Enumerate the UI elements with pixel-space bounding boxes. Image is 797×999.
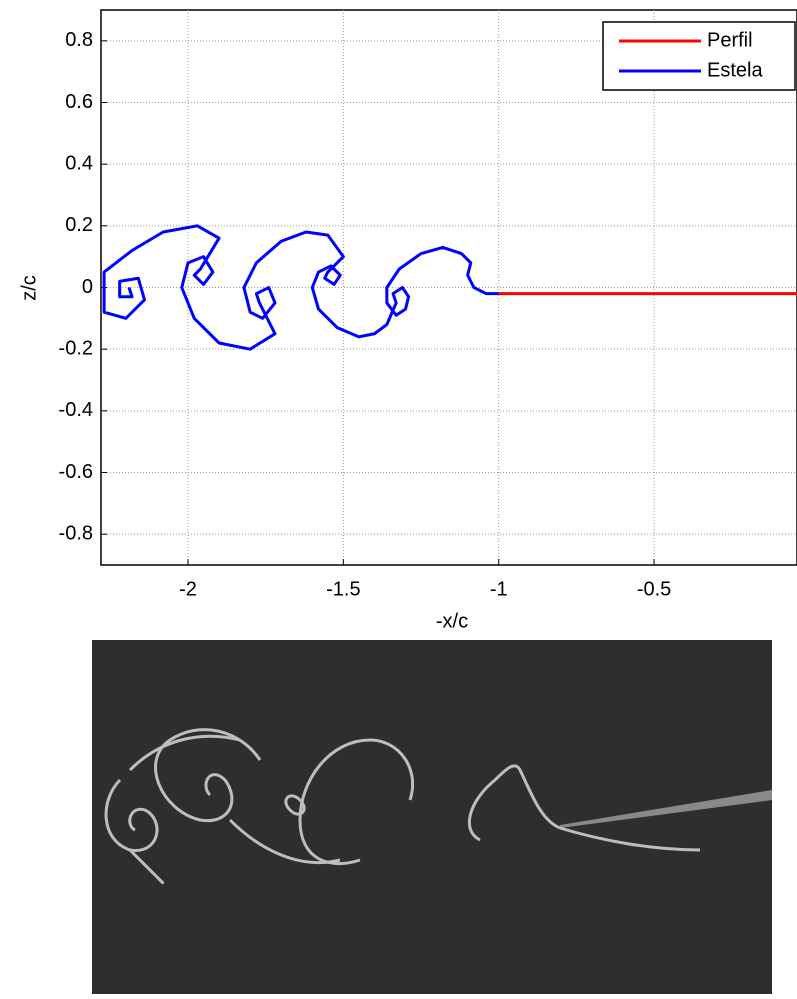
- x-tick-label: -2: [179, 578, 197, 600]
- y-tick-label: 0: [82, 276, 93, 298]
- y-axis-label: z/c: [18, 275, 40, 301]
- x-tick-label: -1.5: [326, 578, 360, 600]
- x-tick-label: -1: [490, 578, 508, 600]
- y-tick-label: 0.6: [65, 91, 93, 113]
- y-tick-label: 0.8: [65, 29, 93, 51]
- y-tick-label: -0.2: [59, 337, 93, 359]
- legend-box: [602, 21, 796, 91]
- legend: Perfil Estela: [602, 21, 796, 91]
- x-tick-label: -0.5: [637, 578, 671, 600]
- photo: [92, 640, 772, 994]
- grid: -2 -1.5 -1 -0.5 -0.8 -0.6 -0.4 -0.2 0 0.2 0.4 0.6 0.…: [59, 10, 797, 600]
- series-line: [102, 224, 499, 351]
- y-tick-label: -0.4: [59, 399, 93, 421]
- series-lines: [102, 224, 797, 351]
- legend-label: Estela: [707, 59, 763, 81]
- y-tick-label: 0.4: [65, 152, 93, 174]
- legend-label: Perfil: [707, 29, 753, 51]
- y-tick-label: -0.8: [59, 522, 93, 544]
- y-tick-label: -0.6: [59, 461, 93, 483]
- y-tick-label: 0.2: [65, 214, 93, 236]
- x-axis-label: -x/c: [436, 610, 468, 632]
- smoke-streaks: [104, 728, 772, 885]
- photo-background: [92, 640, 772, 994]
